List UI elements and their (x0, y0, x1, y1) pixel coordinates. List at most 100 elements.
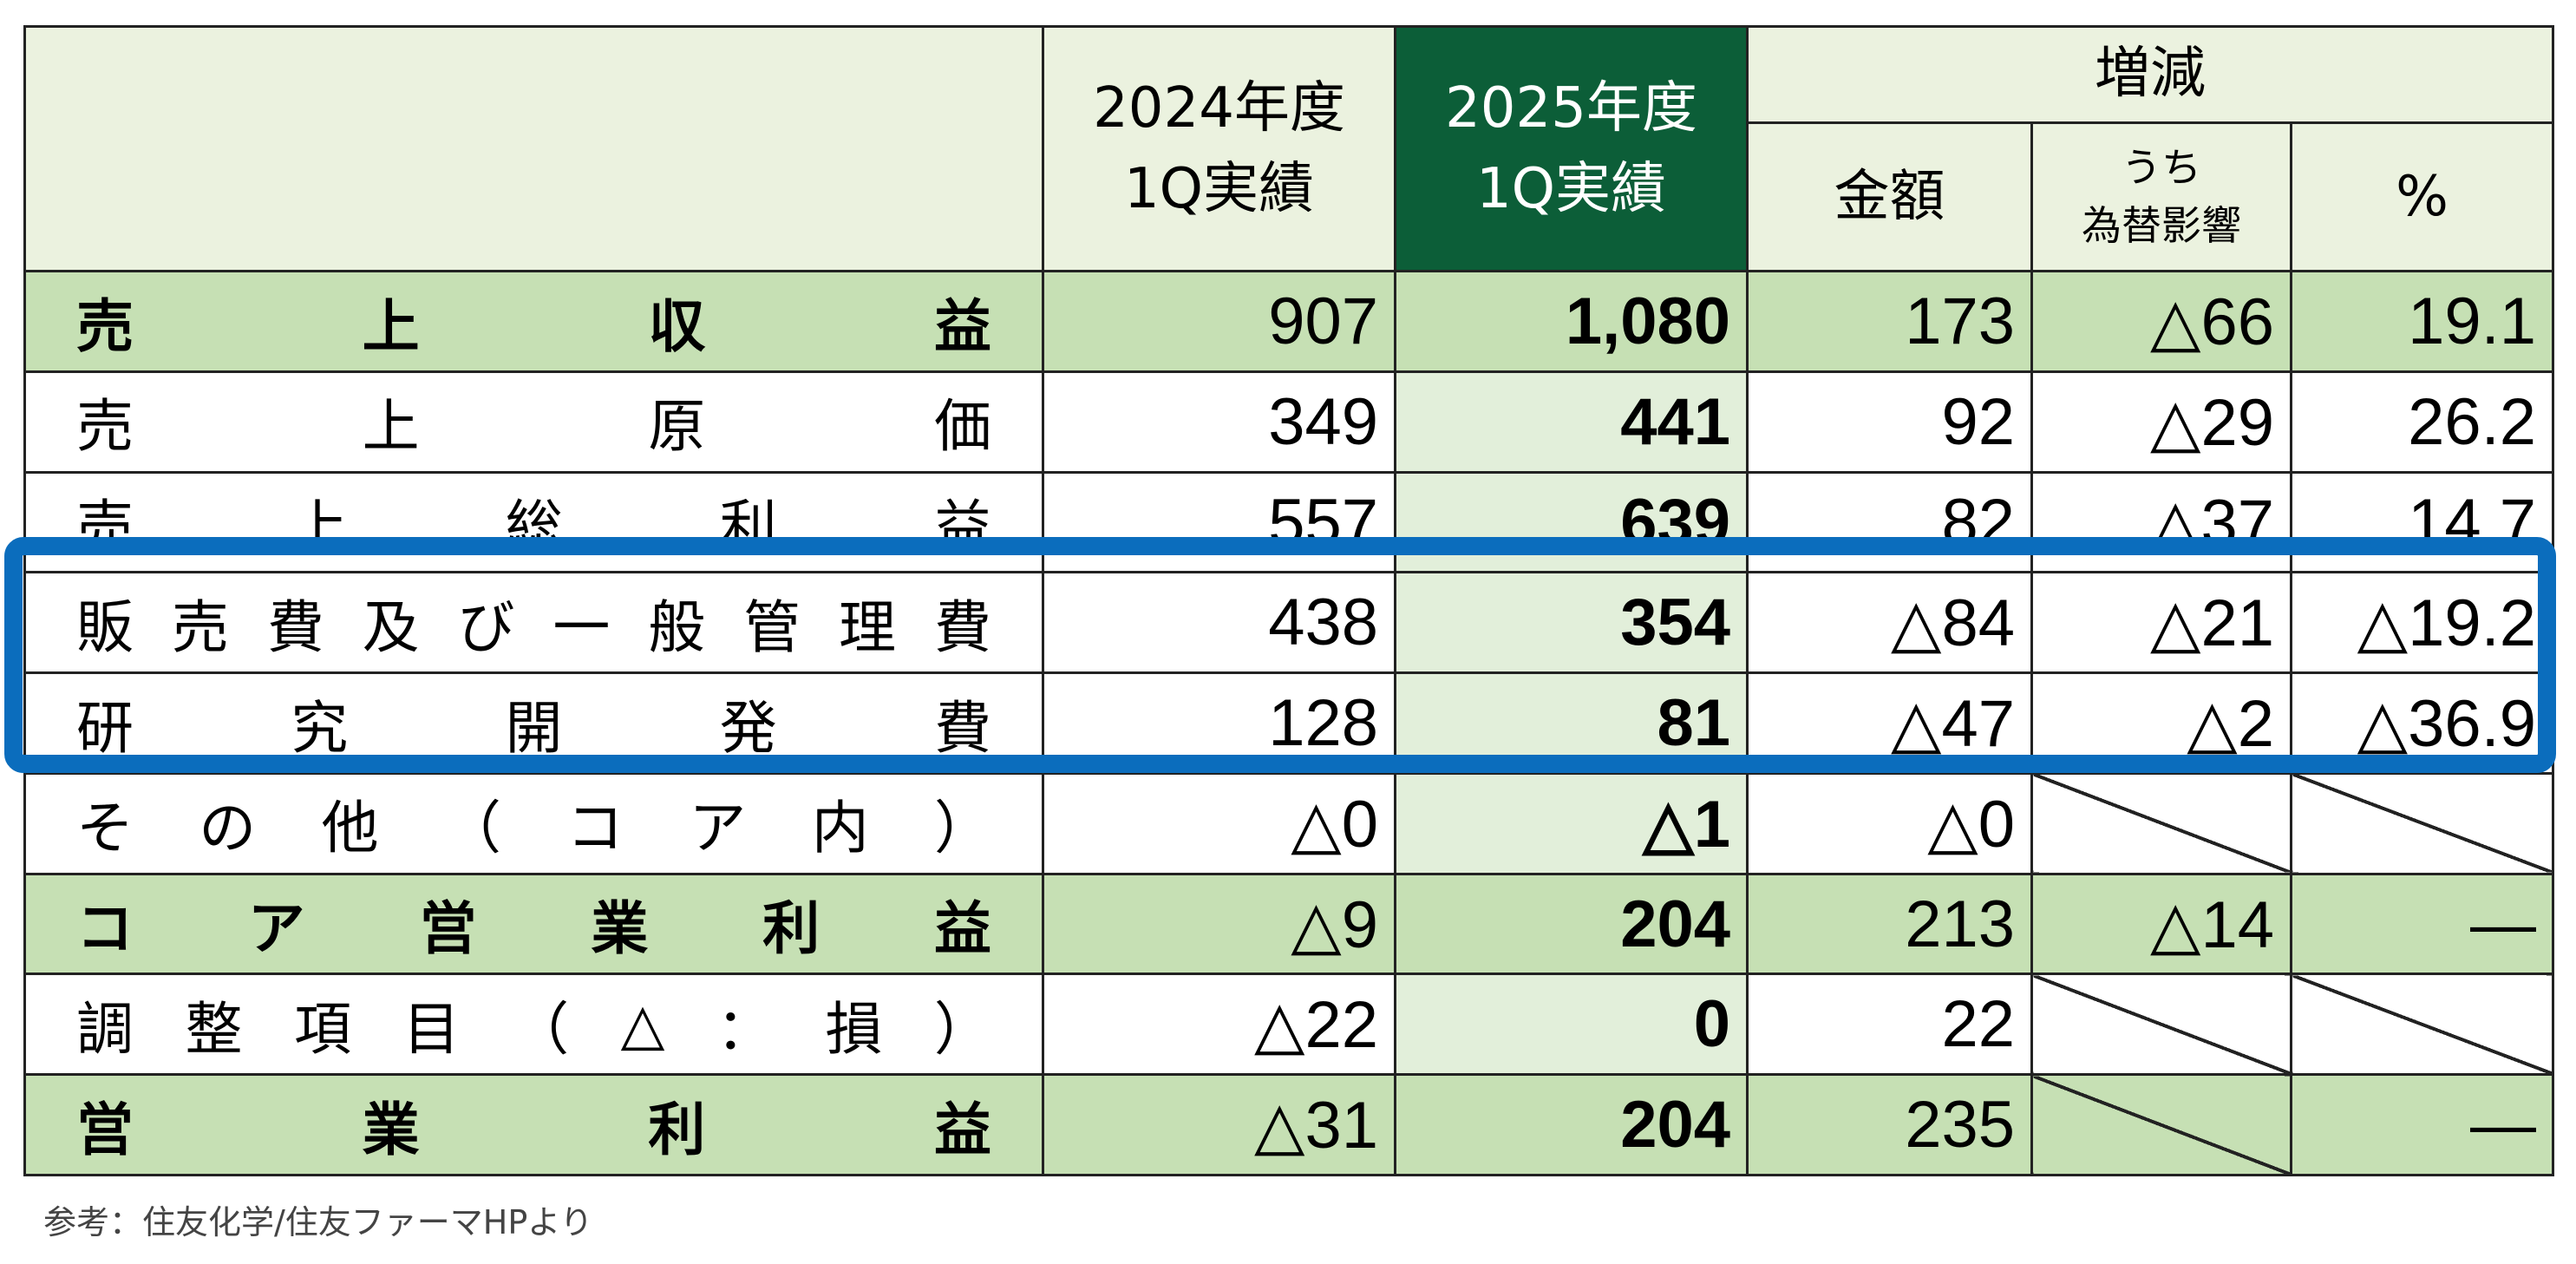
row-label: 営業利益 (23, 1073, 1044, 1176)
financial-table: 2024年度 1Q実績 2025年度 1Q実績 増減 金額 うち 為替影響 % … (23, 24, 2555, 1176)
row-label-char: 売 (171, 593, 229, 661)
header-2025-year: 2025年度 (1445, 75, 1697, 141)
row-label: 売上総利益 (23, 470, 1044, 574)
cell-amount: 173 (1746, 270, 2033, 373)
cell-amount: 22 (1746, 973, 2033, 1077)
row-label-char: 一 (552, 593, 611, 661)
cell-fx: △66 (2030, 270, 2292, 373)
cell-2025: △1 (1394, 771, 1749, 875)
cell-2024: △31 (1042, 1073, 1396, 1176)
row-label-char: 究 (291, 694, 349, 762)
row-label-chars: その他 （ コア内 ） (76, 782, 991, 865)
row-label-char: コ (566, 795, 624, 862)
row-label: 売上原価 (23, 370, 1044, 474)
row-label-chars: 販売費及び一般管理費 (76, 581, 991, 665)
row-label-char: 利 (762, 895, 821, 962)
row-label-char: 開 (505, 694, 563, 762)
table-row: 売 上 総 利 益 557 639 82 △37 14.7 (23, 470, 2555, 574)
cell-2025: 204 (1394, 872, 1749, 976)
row-label-char: 販 (76, 593, 134, 661)
row-label-char: 研 (76, 694, 134, 762)
cell-2024: △0 (1042, 771, 1396, 875)
cell-2025: 1,080 (1394, 270, 1749, 373)
header-2024-1q: 2024年度 1Q実績 (1042, 24, 1396, 273)
row-label-char: 利 (719, 494, 777, 561)
header-fx-line2: 為替影響 (2082, 201, 2241, 249)
cell-pct-empty (2289, 771, 2555, 875)
table-row: 販売費及び一般管理費 438 354 △84 △21 △19.2 (23, 571, 2555, 675)
cell-amount: 82 (1746, 470, 2033, 574)
row-label-chars: 営業利益 (76, 1084, 991, 1167)
row-label-char: び (457, 593, 515, 661)
row-label-char: 理 (839, 593, 896, 661)
row-label-char: 価 (933, 393, 991, 461)
cell-pct-empty (2289, 973, 2555, 1077)
row-label-char: 収 (648, 292, 706, 360)
header-change-group: 増減 (1745, 25, 2555, 124)
row-label-char: 及 (362, 593, 420, 661)
row-label-char: 費 (266, 593, 324, 661)
header-pct: % (2289, 121, 2555, 273)
table-row: 売 上 原 価 349 441 92 △29 26.2 (23, 370, 2555, 474)
header-2025-period: 1Q実績 (1475, 156, 1667, 221)
cell-2025: 0 (1394, 973, 1749, 1077)
cell-2024: △9 (1042, 872, 1396, 976)
row-label-char: ： (716, 995, 774, 1063)
cell-2024: 557 (1042, 470, 1396, 574)
cell-pct: △36.9 (2289, 671, 2555, 775)
row-label-char: そ (76, 795, 134, 862)
table-row: 営 業 利 益 △31 204 235 ― (23, 1073, 2555, 1176)
row-label-char: △ (620, 991, 665, 1058)
cell-pct: 19.1 (2289, 270, 2555, 373)
cell-amount: △84 (1746, 571, 2033, 675)
row-label-char: 上 (362, 393, 420, 461)
row-label-char: 益 (934, 494, 991, 561)
row-label-char: 営 (76, 1096, 134, 1163)
table-row: コ ア 営 業 利 益 △9 204 213 △14 ― (23, 872, 2555, 976)
cell-fx: △21 (2030, 571, 2292, 675)
row-label-char: 利 (648, 1096, 706, 1163)
row-label-char: 目 (402, 995, 461, 1063)
cell-2024: △22 (1042, 973, 1396, 1077)
row-label-char: 損 (825, 995, 883, 1063)
cell-amount: 235 (1746, 1073, 2033, 1176)
row-label-char: 費 (934, 694, 991, 762)
row-label-char: 益 (933, 895, 991, 962)
row-label-char: の (199, 795, 257, 862)
row-label-char: 整 (185, 995, 243, 1063)
row-label: 売上収益 (23, 270, 1044, 373)
row-label-chars: 売上原価 (76, 380, 991, 463)
cell-pct: 26.2 (2289, 370, 2555, 474)
row-label-chars: 売上収益 (76, 280, 991, 363)
row-label-char: 売 (76, 292, 134, 360)
row-label-char: 発 (719, 694, 777, 762)
row-label-chars: 調整項目 （ △ ： 損 ） (76, 983, 991, 1066)
row-label-char: （ (443, 795, 501, 862)
row-label-chars: 研究開発費 (76, 682, 991, 765)
table-row: その他 （ コア内 ） △0 △1 △0 (23, 771, 2555, 875)
row-label: 販売費及び一般管理費 (23, 571, 1044, 675)
header-2025-1q: 2025年度 1Q実績 (1394, 24, 1749, 273)
cell-amount: 92 (1746, 370, 2033, 474)
row-label-char: 上 (291, 494, 349, 561)
row-label-chars: コア営業利益 (76, 882, 991, 966)
row-label-char: ） (933, 995, 991, 1063)
cell-pct: ― (2289, 1073, 2555, 1176)
row-label-char: 総 (505, 494, 563, 561)
row-label-char: ア (689, 795, 747, 862)
cell-fx-empty (2030, 771, 2292, 875)
row-label: 研究開発費 (23, 671, 1044, 775)
cell-2024: 349 (1042, 370, 1396, 474)
table-row: 研 究 開 発 費 128 81 △47 △2 △36.9 (23, 671, 2555, 775)
table-row: 売 上 収 益 907 1,080 173 △66 19.1 (23, 270, 2555, 373)
cell-2025: 81 (1394, 671, 1749, 775)
row-label: その他 （ コア内 ） (23, 771, 1044, 875)
row-label-char: 費 (933, 593, 991, 661)
row-label-char: 般 (648, 593, 706, 661)
cell-2024: 438 (1042, 571, 1396, 675)
cell-2024: 128 (1042, 671, 1396, 775)
header-amount: 金額 (1746, 121, 2033, 273)
cell-fx: △37 (2030, 470, 2292, 574)
cell-amount: △0 (1746, 771, 2033, 875)
cell-2025: 441 (1394, 370, 1749, 474)
